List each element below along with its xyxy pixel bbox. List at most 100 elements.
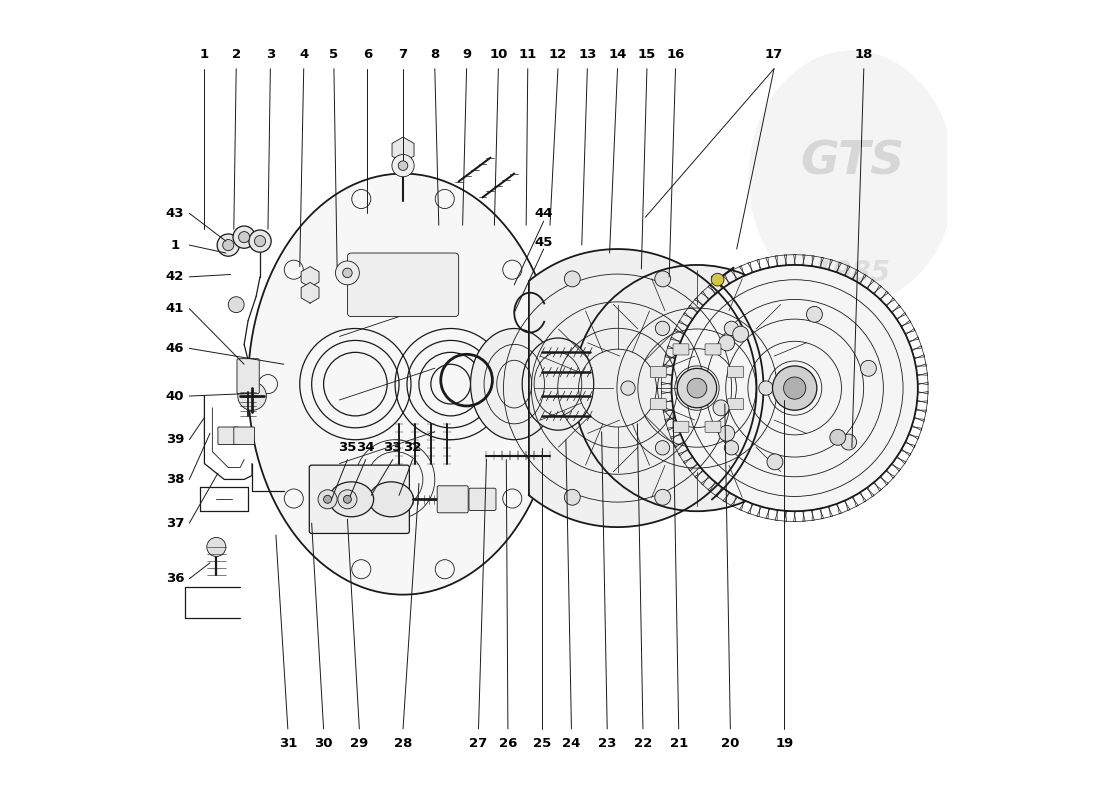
Text: 44: 44: [535, 207, 553, 220]
Circle shape: [713, 400, 729, 416]
Text: 42: 42: [166, 270, 184, 283]
Text: 43: 43: [166, 207, 185, 220]
Circle shape: [840, 434, 857, 450]
Circle shape: [759, 381, 773, 395]
Text: 19: 19: [776, 737, 793, 750]
Circle shape: [671, 265, 917, 511]
Circle shape: [620, 381, 635, 395]
Text: 2: 2: [232, 48, 241, 61]
Ellipse shape: [471, 329, 558, 440]
FancyBboxPatch shape: [728, 398, 744, 410]
Text: 29: 29: [350, 737, 368, 750]
Circle shape: [656, 441, 670, 455]
Circle shape: [398, 161, 408, 170]
Ellipse shape: [329, 482, 374, 517]
Text: 31: 31: [278, 737, 297, 750]
Text: 16: 16: [667, 48, 684, 61]
Circle shape: [654, 271, 671, 287]
Circle shape: [343, 495, 351, 503]
Text: 11: 11: [518, 48, 537, 61]
Text: 30: 30: [315, 737, 333, 750]
Text: 14: 14: [608, 48, 627, 61]
Circle shape: [678, 368, 717, 408]
Circle shape: [564, 490, 580, 506]
Text: 10: 10: [490, 48, 507, 61]
FancyBboxPatch shape: [728, 366, 744, 378]
Circle shape: [222, 239, 234, 250]
Circle shape: [654, 490, 671, 506]
Circle shape: [718, 335, 735, 351]
Circle shape: [343, 268, 352, 278]
Text: 27: 27: [470, 737, 487, 750]
Text: 9: 9: [462, 48, 471, 61]
Circle shape: [712, 274, 724, 286]
Circle shape: [336, 261, 360, 285]
Circle shape: [338, 490, 358, 509]
Text: 46: 46: [166, 342, 185, 355]
Text: 13: 13: [579, 48, 596, 61]
Text: 39: 39: [166, 434, 184, 446]
FancyBboxPatch shape: [236, 358, 260, 394]
Circle shape: [767, 454, 783, 470]
FancyBboxPatch shape: [673, 422, 689, 432]
Text: 7: 7: [398, 48, 408, 61]
Text: 21: 21: [670, 737, 688, 750]
Circle shape: [783, 377, 806, 399]
Ellipse shape: [249, 174, 558, 594]
Circle shape: [239, 231, 250, 242]
Text: 45: 45: [535, 236, 553, 250]
Text: 26: 26: [498, 737, 517, 750]
Text: 34: 34: [356, 441, 375, 454]
Ellipse shape: [749, 50, 955, 305]
Text: 38: 38: [166, 473, 185, 486]
Circle shape: [254, 235, 265, 246]
Text: 1: 1: [200, 48, 209, 61]
Circle shape: [733, 326, 749, 342]
Text: 5: 5: [329, 48, 339, 61]
Circle shape: [392, 154, 415, 177]
Text: 40: 40: [166, 390, 185, 402]
Text: 3: 3: [266, 48, 275, 61]
FancyBboxPatch shape: [234, 427, 254, 445]
Circle shape: [233, 226, 255, 248]
FancyBboxPatch shape: [469, 488, 496, 510]
FancyBboxPatch shape: [218, 427, 239, 445]
Text: 23: 23: [598, 737, 616, 750]
Circle shape: [829, 430, 846, 446]
Text: GTS: GTS: [800, 139, 904, 184]
FancyBboxPatch shape: [705, 344, 720, 355]
Circle shape: [724, 441, 738, 455]
Circle shape: [574, 265, 821, 511]
Text: 36: 36: [166, 572, 185, 586]
Text: 18: 18: [855, 48, 873, 61]
Text: 6: 6: [363, 48, 372, 61]
Circle shape: [249, 230, 272, 252]
Text: 35: 35: [338, 441, 356, 454]
Text: 37: 37: [166, 517, 184, 530]
Text: 4: 4: [299, 48, 308, 61]
Text: 25: 25: [532, 737, 551, 750]
Circle shape: [217, 234, 240, 256]
Text: 1: 1: [170, 238, 179, 251]
FancyBboxPatch shape: [650, 366, 667, 378]
FancyBboxPatch shape: [348, 253, 459, 317]
Text: 8: 8: [430, 48, 439, 61]
Circle shape: [238, 382, 266, 410]
Circle shape: [724, 322, 738, 335]
Text: 24: 24: [562, 737, 581, 750]
Text: 12: 12: [549, 48, 568, 61]
Text: 1985: 1985: [813, 259, 890, 287]
FancyBboxPatch shape: [673, 344, 689, 355]
Polygon shape: [529, 249, 757, 527]
Circle shape: [318, 490, 337, 509]
Circle shape: [718, 426, 735, 442]
Circle shape: [806, 306, 823, 322]
Circle shape: [564, 271, 580, 287]
Circle shape: [323, 495, 331, 503]
Ellipse shape: [522, 338, 594, 430]
Circle shape: [229, 297, 244, 313]
Circle shape: [860, 360, 877, 376]
FancyBboxPatch shape: [705, 422, 720, 432]
Text: 28: 28: [394, 737, 412, 750]
Text: 15: 15: [638, 48, 656, 61]
